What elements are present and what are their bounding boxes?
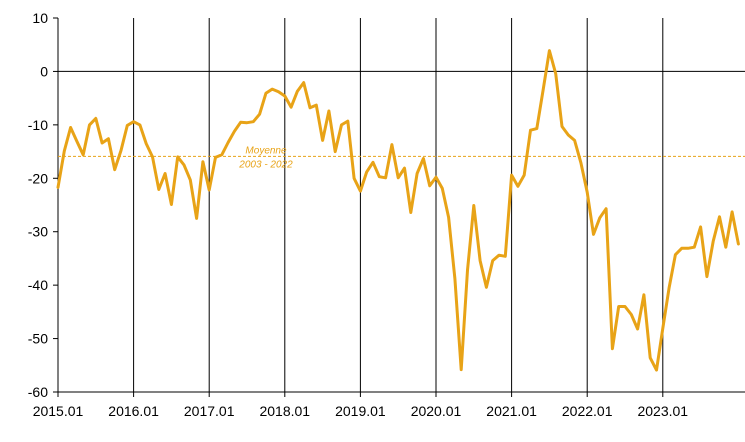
y-tick-label: 0 (40, 63, 48, 79)
y-tick-label: -20 (28, 170, 48, 186)
y-tick-label: -60 (28, 384, 48, 400)
y-tick-label: -40 (28, 277, 48, 293)
x-tick-label: 2016.01 (108, 403, 159, 419)
x-tick-label: 2019.01 (335, 403, 386, 419)
x-tick-label: 2021.01 (486, 403, 537, 419)
x-tick-label: 2022.01 (562, 403, 613, 419)
x-tick-label: 2017.01 (184, 403, 235, 419)
x-tick-label: 2020.01 (411, 403, 462, 419)
average-label-line2: 2003 - 2022 (238, 159, 293, 170)
y-tick-label: 10 (32, 10, 48, 26)
average-label-line1: Moyenne (245, 145, 287, 156)
series-line (56, 49, 740, 372)
x-tick-label: 2015.01 (33, 403, 84, 419)
vertical-gridlines (133, 18, 664, 392)
x-tick-label: 2018.01 (259, 403, 310, 419)
x-axis-ticks: 2015.01 2016.01 2017.01 2018.01 2019.01 2020.… (33, 392, 688, 419)
y-tick-label: -30 (28, 224, 48, 240)
y-tick-label: -50 (28, 331, 48, 347)
y-axis-ticks: 10 0 -10 -20 -30 -40 -50 -60 (28, 10, 58, 400)
y-tick-label: -10 (28, 117, 48, 133)
x-tick-label: 2023.01 (637, 403, 688, 419)
